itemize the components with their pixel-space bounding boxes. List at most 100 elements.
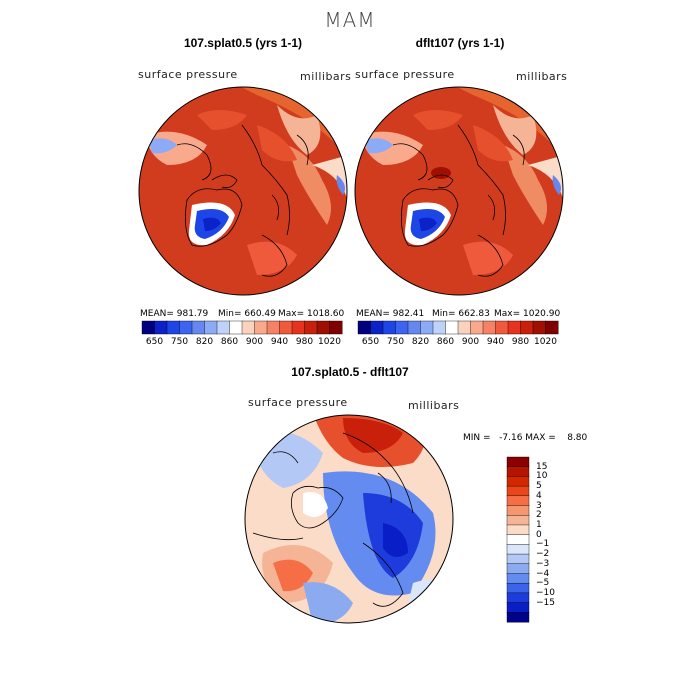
colorbar-swatch bbox=[545, 320, 559, 335]
panel-1-map bbox=[138, 86, 348, 296]
colorbar-diff-tick: −15 bbox=[536, 597, 555, 608]
panel-2-min: Min= 662.83 bbox=[432, 309, 490, 319]
colorbar-2-tick: 900 bbox=[461, 337, 480, 347]
colorbar-1-tick: 820 bbox=[195, 337, 214, 347]
colorbar-diff-tick: −1 bbox=[536, 539, 550, 550]
colorbar-swatch bbox=[470, 320, 484, 335]
colorbar-diff-swatch bbox=[506, 592, 530, 604]
colorbar-diff-swatch bbox=[506, 612, 530, 623]
colorbar-diff-swatch bbox=[506, 544, 530, 555]
colorbar-swatch bbox=[357, 320, 372, 335]
colorbar-swatch bbox=[520, 320, 534, 335]
panel-2-variable: surface pressure bbox=[355, 68, 455, 81]
colorbar-diff-tick: −5 bbox=[536, 578, 550, 589]
colorbar-1-tick: 1020 bbox=[318, 337, 341, 347]
panel-1-mean: MEAN= 981.79 bbox=[140, 309, 209, 319]
colorbar-swatch bbox=[241, 320, 256, 335]
colorbar-swatch bbox=[420, 320, 434, 335]
colorbar-swatch bbox=[229, 320, 243, 335]
colorbar-2-tick: 650 bbox=[361, 337, 380, 347]
colorbar-swatch bbox=[266, 320, 281, 335]
colorbar-diff-swatch bbox=[506, 495, 530, 507]
colorbar-2-tick: 860 bbox=[436, 337, 455, 347]
colorbar-swatch bbox=[407, 320, 422, 335]
colorbar-swatch bbox=[482, 320, 497, 335]
colorbar-diff-tick: 1 bbox=[536, 519, 542, 530]
colorbar-swatch bbox=[179, 320, 193, 335]
colorbar-diff-swatch bbox=[506, 476, 530, 487]
panel-2-title: dflt107 (yrs 1-1) bbox=[415, 36, 505, 50]
colorbar-swatch bbox=[291, 320, 306, 335]
colorbar-diff-swatch bbox=[506, 466, 530, 477]
colorbar-swatch bbox=[166, 320, 181, 335]
colorbar-diff-ticks: 15 10 5 4 3 2 1 0 −1 −2 −3 −4 −5 −10 −15 bbox=[536, 457, 576, 622]
colorbar-diff-tick: −3 bbox=[536, 558, 550, 569]
panel-2-map bbox=[354, 86, 564, 296]
colorbar-diff-tick: 10 bbox=[536, 471, 548, 482]
colorbar-diff-swatch bbox=[506, 553, 530, 565]
colorbar-1-ticks: 650 750 820 860 900 940 980 1020 bbox=[142, 337, 342, 349]
colorbar-diff-swatch bbox=[506, 534, 530, 545]
colorbar-swatch bbox=[382, 320, 397, 335]
colorbar-2-tick: 980 bbox=[511, 337, 530, 347]
colorbar-swatch bbox=[329, 320, 343, 335]
colorbar-diff-swatch bbox=[506, 602, 530, 613]
diff-panel-units: millibars bbox=[408, 399, 460, 412]
colorbar-diff-swatch bbox=[506, 563, 530, 574]
colorbar-swatch bbox=[395, 320, 409, 335]
colorbar-diff-swatch bbox=[506, 505, 530, 516]
colorbar-swatch bbox=[279, 320, 293, 335]
colorbar-swatch bbox=[445, 320, 459, 335]
colorbar-diff-swatch bbox=[506, 515, 530, 526]
colorbar-swatch bbox=[507, 320, 522, 335]
colorbar-diff-swatch bbox=[506, 524, 530, 536]
colorbar-diff-tick: 3 bbox=[536, 500, 542, 511]
figure-title: MAM bbox=[324, 8, 376, 32]
colorbar-diff bbox=[506, 456, 530, 623]
colorbar-diff-tick: −10 bbox=[536, 587, 555, 598]
colorbar-diff-tick: 5 bbox=[536, 481, 542, 492]
colorbar-1 bbox=[141, 320, 343, 335]
colorbar-swatch bbox=[204, 320, 218, 335]
colorbar-diff-tick: 15 bbox=[536, 461, 548, 472]
colorbar-diff-swatch bbox=[506, 582, 530, 594]
colorbar-diff-swatch bbox=[506, 456, 530, 468]
colorbar-swatch bbox=[432, 320, 447, 335]
panel-2-max: Max= 1020.90 bbox=[494, 309, 561, 319]
colorbar-2-tick: 940 bbox=[486, 337, 505, 347]
panel-2-units: millibars bbox=[516, 70, 568, 83]
colorbar-2-tick: 1020 bbox=[534, 337, 557, 347]
colorbar-1-tick: 980 bbox=[295, 337, 314, 347]
colorbar-2-ticks: 650 750 820 860 900 940 980 1020 bbox=[358, 337, 558, 349]
panel-2-mean: MEAN= 982.41 bbox=[356, 309, 425, 319]
colorbar-swatch bbox=[216, 320, 231, 335]
colorbar-diff-tick: 0 bbox=[536, 529, 542, 540]
colorbar-1-tick: 750 bbox=[170, 337, 189, 347]
colorbar-diff-tick: −2 bbox=[536, 549, 550, 560]
panel-1-variable: surface pressure bbox=[138, 68, 238, 81]
colorbar-swatch bbox=[457, 320, 472, 335]
colorbar-2 bbox=[357, 320, 559, 335]
colorbar-1-tick: 860 bbox=[220, 337, 239, 347]
colorbar-1-tick: 900 bbox=[245, 337, 264, 347]
colorbar-diff-swatch bbox=[506, 573, 530, 584]
colorbar-swatch bbox=[254, 320, 268, 335]
colorbar-diff-swatch bbox=[506, 485, 530, 497]
diff-panel-map bbox=[244, 414, 454, 624]
colorbar-swatch bbox=[191, 320, 206, 335]
colorbar-diff-tick: 2 bbox=[536, 510, 542, 521]
diff-panel-variable: surface pressure bbox=[248, 396, 348, 409]
colorbar-swatch bbox=[316, 320, 331, 335]
panel-1-min: Min= 660.49 bbox=[218, 309, 276, 319]
colorbar-diff-tick: −4 bbox=[536, 568, 550, 579]
colorbar-swatch bbox=[141, 320, 156, 335]
colorbar-1-tick: 650 bbox=[145, 337, 164, 347]
diff-panel-title: 107.splat0.5 - dflt107 bbox=[291, 365, 409, 379]
colorbar-2-tick: 750 bbox=[386, 337, 405, 347]
colorbar-2-tick: 820 bbox=[411, 337, 430, 347]
colorbar-diff-tick: 4 bbox=[536, 490, 542, 501]
colorbar-swatch bbox=[495, 320, 509, 335]
colorbar-swatch bbox=[532, 320, 547, 335]
panel-1-units: millibars bbox=[300, 70, 352, 83]
diff-panel-minmax: MIN = -7.16 MAX = 8.80 bbox=[463, 433, 588, 443]
